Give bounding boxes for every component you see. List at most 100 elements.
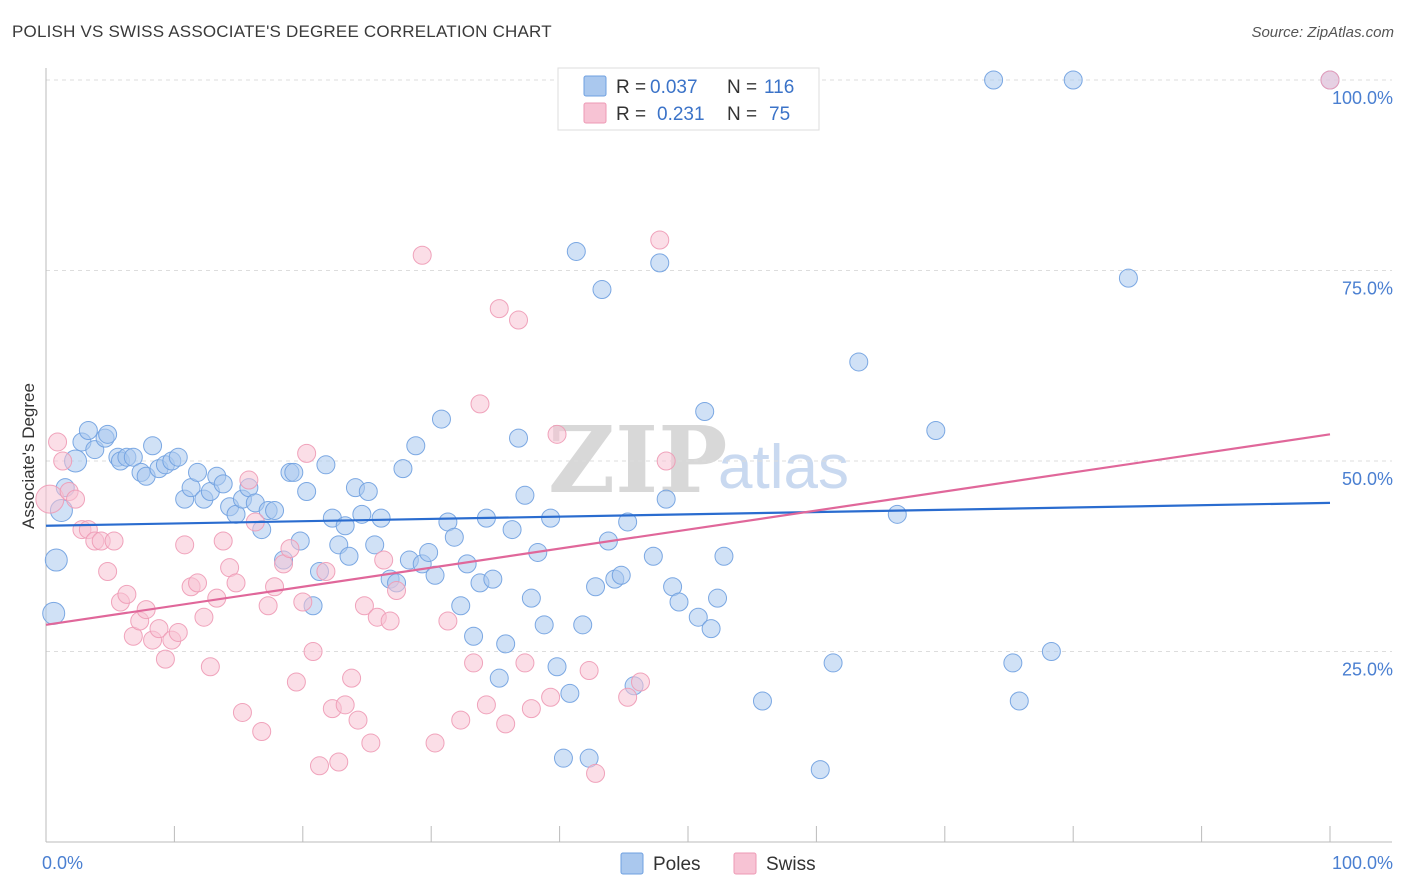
bottom-legend: Poles Swiss [620,852,816,875]
data-point-poles [611,565,631,585]
data-point-swiss [286,672,306,692]
data-point-poles [695,401,715,421]
data-point-swiss [48,432,68,452]
data-point-swiss [293,592,313,612]
data-point-swiss [515,653,535,673]
legend-box: R = 0.037 N = 116 R = 0.231 N = 75 [557,67,820,131]
data-point-swiss [489,299,509,319]
data-point-poles [406,436,426,456]
trend-lines [45,433,1331,626]
data-point-poles [553,748,573,768]
data-point-swiss [618,687,638,707]
data-point-poles [708,588,728,608]
data-point-poles [489,668,509,688]
bottom-legend-swatch-swiss [733,852,757,875]
data-point-swiss [342,668,362,688]
data-point-poles [534,615,554,635]
watermark-atlas: atlas [718,433,849,502]
data-point-swiss [155,649,175,669]
data-point-poles [188,462,208,482]
data-point-swiss [188,573,208,593]
data-point-swiss [316,561,336,581]
data-point-poles [541,508,561,528]
data-point-poles [509,428,529,448]
data-point-poles [496,634,516,654]
bottom-legend-label-poles: Poles [653,854,701,875]
legend-r-value-swiss: 0.231 [657,104,705,125]
data-point-poles [1041,642,1061,661]
data-point-swiss [380,611,400,631]
watermark-zip: ZIP [548,406,727,514]
data-point-poles [444,527,464,547]
data-point-swiss [329,752,349,772]
data-point-swiss [226,573,246,593]
data-point-poles [547,657,567,677]
data-point-swiss [168,622,188,642]
y-tick-label: 100.0% [1332,88,1393,108]
data-point-poles [371,508,391,528]
data-point-swiss [547,424,567,444]
y-tick-label: 50.0% [1342,469,1393,489]
data-point-swiss [309,756,329,776]
data-point-swiss [297,443,317,463]
data-point-swiss [579,661,599,681]
data-point-swiss [586,763,606,783]
trend-line-swiss [45,433,1331,626]
data-point-poles [42,601,66,625]
data-point-swiss [521,699,541,719]
data-point-poles [265,501,285,521]
source-label: Source: ZipAtlas.com [1251,24,1394,41]
x-tick-label: 0.0% [42,853,83,873]
data-point-poles [297,481,317,501]
data-point-poles [365,535,385,555]
series-swiss [35,70,1340,783]
data-point-swiss [387,581,407,601]
data-point-poles [483,569,503,589]
data-point-poles [143,436,163,456]
data-point-swiss [650,230,670,250]
data-point-poles [849,352,869,372]
data-point-poles [1063,70,1083,90]
data-point-swiss [117,584,137,604]
data-point-swiss [509,310,529,330]
data-point-swiss [35,484,65,514]
chart-title: POLISH VS SWISS ASSOCIATE'S DEGREE CORRE… [12,22,552,41]
data-point-poles [502,520,522,540]
data-point-swiss [258,596,278,616]
data-point-poles [168,447,188,467]
data-point-poles [431,409,451,429]
data-point-poles [1009,691,1029,711]
legend-r-label-swiss: R = [616,104,646,125]
data-point-poles [1118,268,1138,288]
data-point-poles [358,481,378,501]
data-point-poles [643,546,663,566]
data-point-swiss [280,539,300,559]
data-point-swiss [232,702,252,722]
data-point-poles [810,760,830,780]
legend-r-value-poles: 0.037 [650,77,698,98]
data-point-poles [98,424,118,444]
data-point-swiss [53,451,73,471]
data-point-poles [521,588,541,608]
grid-lines [46,79,1392,652]
data-point-swiss [98,561,118,581]
data-point-poles [419,542,439,562]
data-point-swiss [425,733,445,753]
tick-labels: 25.0% 50.0% 75.0% 100.0% 0.0% 100.0% [42,88,1393,873]
data-point-swiss [374,550,394,570]
data-point-swiss [348,710,368,730]
legend-swatch-poles [583,75,607,97]
axes [45,68,1392,843]
data-point-poles [573,615,593,635]
data-point-swiss [412,245,432,265]
bottom-legend-swatch-poles [620,852,644,875]
data-point-poles [339,546,359,566]
data-point-swiss [438,611,458,631]
data-point-swiss [451,710,471,730]
data-point-poles [316,455,336,475]
data-point-poles [451,596,471,616]
data-point-poles [984,70,1004,90]
data-point-poles [592,280,612,300]
data-point-swiss [335,695,355,715]
